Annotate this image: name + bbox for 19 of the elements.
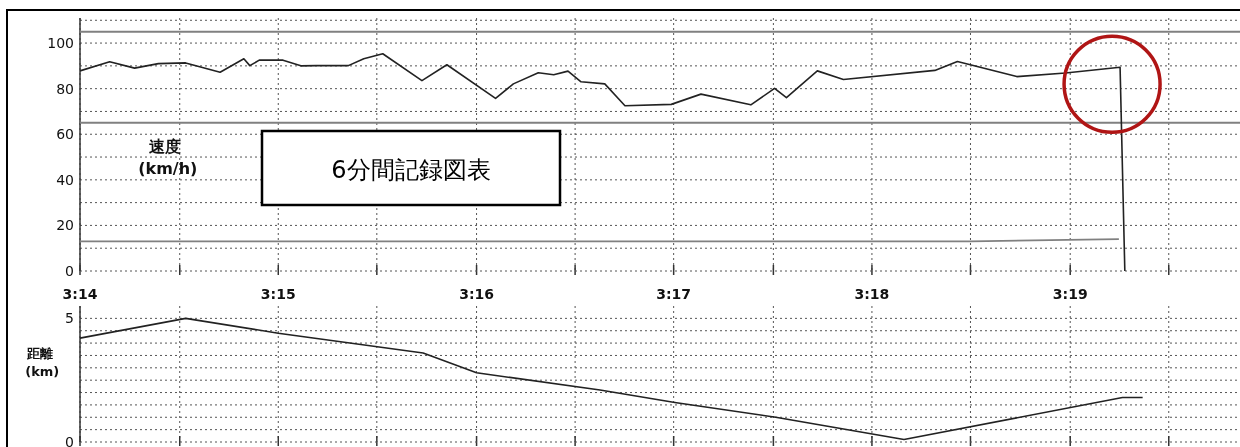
x-tick-label: 3:14 <box>62 286 98 302</box>
y-tick-label: 80 <box>56 80 74 97</box>
y-axis-title: 速度 (km/h) <box>132 137 198 178</box>
x-tick-label: 3:19 <box>1052 286 1088 302</box>
line-series <box>79 52 1126 272</box>
y-axis-title: 距離 (km) <box>20 346 60 379</box>
y-tick-label: 60 <box>56 126 74 143</box>
text: 6分間記録図表 <box>331 156 491 184</box>
y-tick-label: 40 <box>56 171 74 188</box>
y-tick-label: 100 <box>47 35 74 52</box>
line-series <box>79 317 1144 441</box>
y-tick-label: 0 <box>65 263 74 279</box>
y-tick-label: 5 <box>65 310 74 327</box>
x-tick-label: 3:15 <box>260 286 296 302</box>
x-tick-label: 3:17 <box>656 286 692 302</box>
y-tick-label: 0 <box>65 434 74 447</box>
x-tick-label: 3:16 <box>459 286 494 302</box>
x-tick-label: 3:18 <box>854 286 890 302</box>
y-tick-label: 20 <box>56 217 74 234</box>
